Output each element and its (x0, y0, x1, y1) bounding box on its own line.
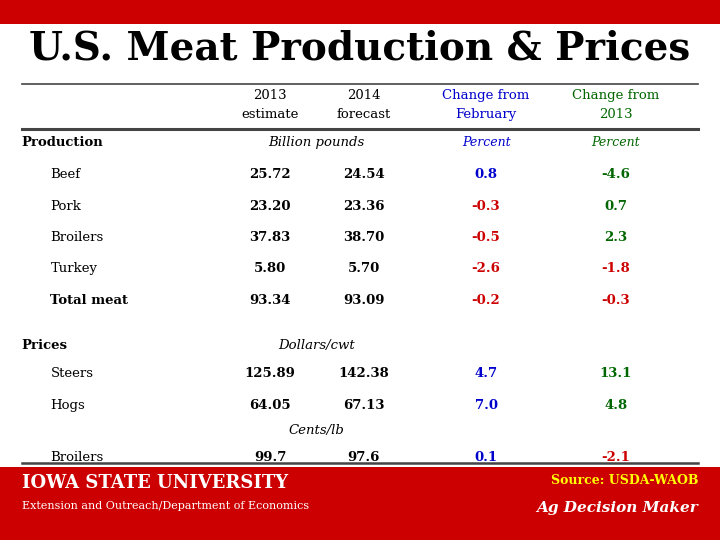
Text: 93.34: 93.34 (249, 294, 291, 307)
Text: 93.09: 93.09 (343, 294, 384, 307)
Text: 4.7: 4.7 (474, 367, 498, 380)
Text: 0.1: 0.1 (474, 483, 498, 496)
Bar (0, 0, 720, 24)
Text: 142.38: 142.38 (338, 367, 389, 380)
Text: Percent: Percent (591, 136, 640, 149)
Text: Hogs: Hogs (50, 399, 85, 411)
Text: 99.7: 99.7 (254, 451, 286, 464)
Bar (0, 467, 720, 540)
Text: 3.4: 3.4 (604, 483, 627, 496)
Text: Pork: Pork (50, 200, 81, 213)
Text: Percent: Percent (462, 136, 510, 149)
Text: 2.3: 2.3 (604, 231, 627, 244)
Text: 24.54: 24.54 (343, 168, 384, 181)
Text: Change from: Change from (442, 89, 530, 102)
Text: -4.6: -4.6 (601, 168, 630, 181)
Text: 2013: 2013 (599, 108, 632, 121)
Text: Broilers: Broilers (50, 231, 104, 244)
Text: Turkey: Turkey (50, 262, 97, 275)
Text: Billion pounds: Billion pounds (269, 136, 365, 149)
Text: 38.70: 38.70 (343, 231, 384, 244)
Text: -0.3: -0.3 (601, 294, 630, 307)
Text: 2013: 2013 (253, 89, 287, 102)
Text: 5.80: 5.80 (254, 262, 286, 275)
Text: -0.5: -0.5 (472, 231, 500, 244)
Text: Total meat: Total meat (50, 294, 128, 307)
Text: Production: Production (22, 136, 104, 149)
Text: 0.7: 0.7 (604, 200, 627, 213)
Text: 99.8: 99.8 (254, 483, 286, 496)
Text: 67.13: 67.13 (343, 399, 384, 411)
Text: 125.89: 125.89 (245, 367, 295, 380)
Text: 13.1: 13.1 (600, 367, 631, 380)
Text: Dollars/cwt: Dollars/cwt (279, 339, 355, 352)
Text: estimate: estimate (241, 108, 299, 121)
Text: Source: USDA-WAOB: Source: USDA-WAOB (551, 474, 698, 487)
Text: February: February (455, 108, 517, 121)
Text: 23.20: 23.20 (249, 200, 291, 213)
Text: U.S. Meat Production & Prices: U.S. Meat Production & Prices (29, 30, 690, 68)
Text: 2014: 2014 (347, 89, 380, 102)
Text: 0.8: 0.8 (474, 168, 498, 181)
Text: Beef: Beef (50, 168, 81, 181)
Text: Extension and Outreach/Department of Economics: Extension and Outreach/Department of Eco… (22, 501, 309, 511)
Text: -2.1: -2.1 (601, 451, 630, 464)
Text: Steers: Steers (50, 367, 94, 380)
Text: 23.36: 23.36 (343, 200, 384, 213)
Text: -2.6: -2.6 (472, 262, 500, 275)
Text: 7.0: 7.0 (474, 399, 498, 411)
Text: IOWA STATE UNIVERSITY: IOWA STATE UNIVERSITY (22, 474, 288, 492)
Text: 5.70: 5.70 (348, 262, 379, 275)
Text: -1.8: -1.8 (601, 262, 630, 275)
Text: 25.72: 25.72 (249, 168, 291, 181)
Text: Cents/lb: Cents/lb (289, 424, 345, 437)
Text: Ag Decision Maker: Ag Decision Maker (536, 501, 698, 515)
Text: -0.2: -0.2 (472, 294, 500, 307)
Text: Prices: Prices (22, 339, 68, 352)
Text: Broilers: Broilers (50, 451, 104, 464)
Text: Turkey: Turkey (50, 483, 97, 496)
Text: 37.83: 37.83 (249, 231, 291, 244)
Text: 97.6: 97.6 (348, 451, 379, 464)
Text: forecast: forecast (336, 108, 391, 121)
Text: Change from: Change from (572, 89, 660, 102)
Text: 4.8: 4.8 (604, 399, 627, 411)
Text: -0.3: -0.3 (472, 200, 500, 213)
Text: 103.1: 103.1 (343, 483, 384, 496)
Text: 64.05: 64.05 (249, 399, 291, 411)
Text: 0.1: 0.1 (474, 451, 498, 464)
